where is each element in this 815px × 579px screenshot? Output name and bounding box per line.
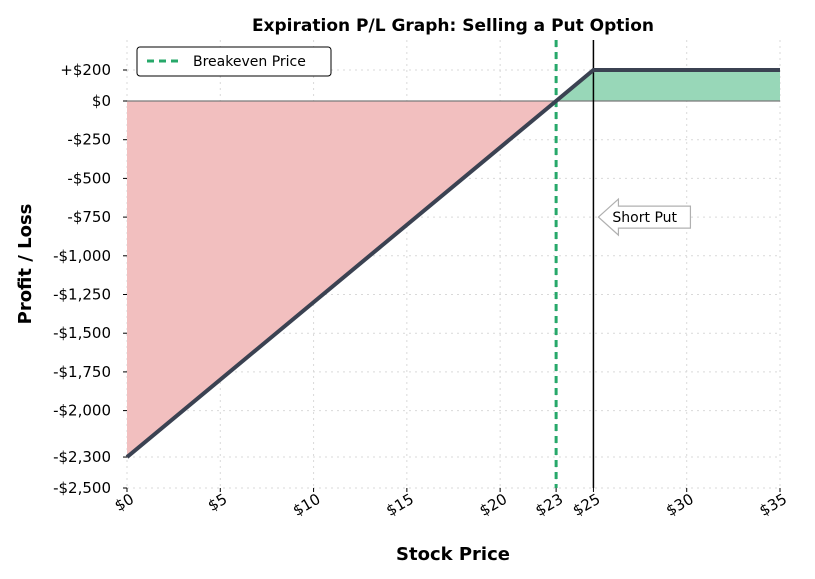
plot-lines [125,40,780,488]
chart-title: Expiration P/L Graph: Selling a Put Opti… [252,16,654,36]
legend: Breakeven Price [136,46,332,77]
y-tick-label: -$750 [67,208,111,226]
y-tick-label: -$1,750 [53,363,111,381]
pl-fill-areas [127,70,780,458]
y-tick-label: -$250 [67,131,111,149]
legend-box [136,46,332,77]
x-axis-ticks: $0 $5 $10 $15 $20 $23 $25 $30 $35 [111,488,790,520]
y-tick-label: -$1,500 [53,324,111,342]
x-tick-label: $25 [570,490,604,520]
y-tick-label: $0 [92,92,111,110]
x-tick-label: $15 [383,490,417,520]
y-tick-label: -$500 [67,169,111,187]
annotation-short-put: Short Put [612,210,677,226]
y-tick-label: -$2,300 [53,448,111,466]
y-axis-title: Profit / Loss [15,204,36,325]
profit-area [556,70,780,101]
x-tick-label: $20 [476,490,510,520]
y-axis-ticks: +$200 $0 -$250 -$500 -$750 -$1,000 -$1,250 -$1,… [53,61,127,497]
y-tick-label: +$200 [60,61,111,79]
y-tick-label: -$2,500 [53,479,111,497]
y-tick-label: -$1,000 [53,247,111,265]
x-tick-label: $0 [111,490,137,515]
x-tick-label: $23 [532,490,566,520]
short-put-annotation: Short Put [597,197,692,237]
x-tick-label: $10 [290,490,324,520]
left-arrow-icon [597,197,692,237]
x-tick-label: $5 [205,490,231,515]
y-tick-label: -$1,250 [53,286,111,304]
y-tick-label: -$2,000 [53,402,111,420]
legend-label-breakeven: Breakeven Price [193,54,306,70]
pl-line [125,68,780,459]
x-tick-label: $35 [756,490,790,520]
x-axis-title: Stock Price [396,544,510,565]
x-tick-label: $30 [663,490,697,520]
